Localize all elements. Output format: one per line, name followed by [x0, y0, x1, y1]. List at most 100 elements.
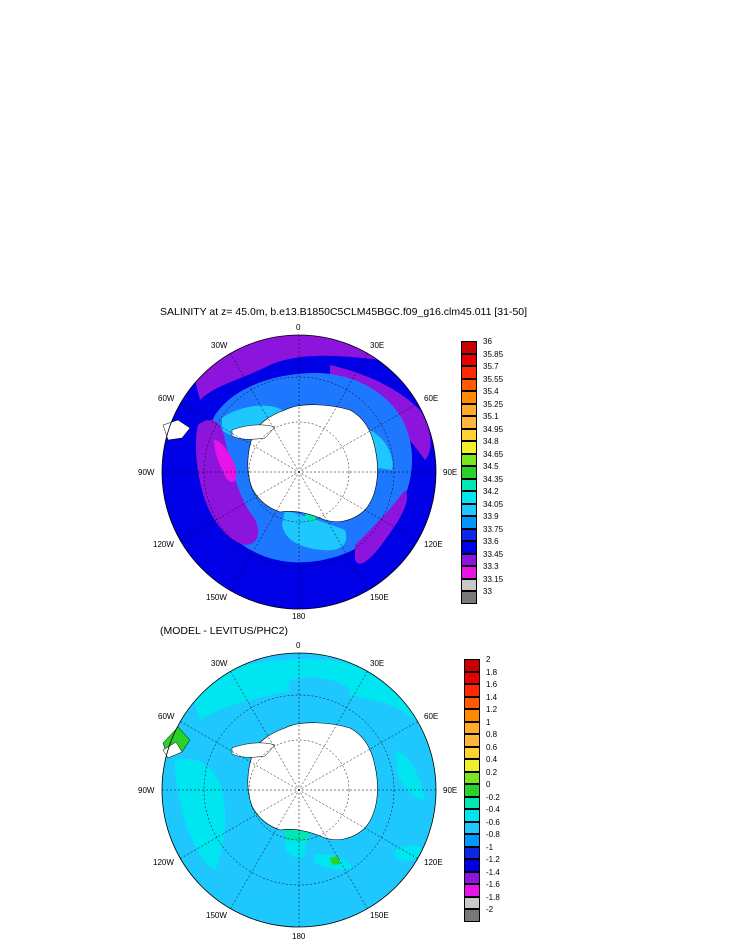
lon-label-30e: 30E [370, 341, 384, 350]
salinity-colorbar-label: 33.15 [483, 574, 504, 584]
difference-colorbar-label: -1.6 [486, 880, 500, 889]
lon-label-60w: 60W [158, 394, 175, 403]
difference-colorbar-swatch [464, 821, 480, 834]
lon-label-150w: 150W [206, 593, 227, 602]
salinity-colorbar-label: 33.75 [483, 524, 504, 534]
difference-colorbar-swatch [464, 871, 480, 884]
difference-colorbar-swatch [464, 734, 480, 747]
difference-colorbar-swatch [464, 846, 480, 859]
salinity-colorbar-swatch [461, 341, 477, 354]
difference-colorbar-label: -1 [486, 842, 494, 852]
difference-colorbar-label: -0.2 [486, 792, 500, 802]
salinity-colorbar-label: 33.9 [483, 512, 499, 521]
lon2-label-0: 0 [296, 641, 301, 650]
salinity-colorbar-label: 33 [483, 587, 492, 596]
difference-colorbar-swatch [464, 784, 480, 797]
difference-colorbar-swatch [464, 759, 480, 772]
difference-colorbar-swatch [464, 796, 480, 809]
salinity-colorbar-swatch [461, 428, 477, 441]
lon2-label-150w: 150W [206, 911, 227, 920]
difference-colorbar-swatch [464, 834, 480, 847]
lon2-label-60e: 60E [424, 712, 438, 721]
difference-colorbar-label: 1.6 [486, 680, 498, 689]
difference-colorbar-swatch [464, 909, 480, 922]
difference-colorbar-swatch [464, 671, 480, 684]
difference-colorbar-swatch [464, 709, 480, 722]
lon-label-30w: 30W [211, 341, 228, 350]
difference-colorbar-label: -0.6 [486, 817, 500, 827]
salinity-colorbar-label: 35.7 [483, 362, 499, 371]
difference-colorbar-label: 0 [486, 780, 491, 789]
graticule [162, 335, 436, 609]
lon-label-180: 180 [292, 612, 306, 621]
difference-colorbar-swatch [464, 746, 480, 759]
difference-colorbar-label: 0.4 [486, 755, 498, 764]
lon2-label-90w: 90W [138, 786, 155, 795]
salinity-colorbar-swatch [461, 453, 477, 466]
salinity-colorbar-swatch [461, 553, 477, 566]
salinity-colorbar-label: 34.2 [483, 487, 499, 496]
lon2-label-150e: 150E [370, 911, 389, 920]
salinity-colorbar-swatch [461, 416, 477, 429]
salinity-colorbar-label: 34.35 [483, 474, 504, 484]
salinity-colorbar-swatch [461, 491, 477, 504]
difference-colorbar-label: 0.2 [486, 767, 498, 777]
difference-colorbar-label: 1.8 [486, 667, 498, 677]
salinity-colorbar-swatch [461, 366, 477, 379]
difference-colorbar-swatch [464, 809, 480, 822]
salinity-colorbar-label: 35.1 [483, 412, 499, 421]
graticule-2 [162, 653, 436, 927]
salinity-colorbar-label: 34.5 [483, 462, 499, 471]
lon-label-90w: 90W [138, 468, 155, 477]
difference-colorbar-label: -2 [486, 905, 494, 914]
salinity-colorbar-label: 33.6 [483, 537, 499, 546]
difference-colorbar-label: 0.8 [486, 730, 498, 739]
salinity-colorbar-swatch [461, 478, 477, 491]
salinity-colorbar-swatch [461, 403, 477, 416]
lon-label-90e: 90E [443, 468, 457, 477]
salinity-colorbar-label: 35.55 [483, 374, 504, 384]
salinity-colorbar-label: 34.8 [483, 437, 499, 446]
salinity-colorbar-label: 33.3 [483, 562, 499, 571]
difference-colorbar-label: -1.4 [486, 867, 500, 877]
difference-colorbar-label: 1.2 [486, 705, 498, 714]
salinity-colorbar-swatch [461, 591, 477, 604]
salinity-colorbar-label: 35.4 [483, 387, 499, 396]
lon-label-0: 0 [296, 323, 301, 332]
salinity-colorbar-label: 33.45 [483, 549, 504, 559]
lon2-label-120e: 120E [424, 858, 443, 867]
difference-colorbar-label: -0.8 [486, 830, 500, 839]
salinity-colorbar-swatch [461, 528, 477, 541]
difference-colorbar-label: 0.6 [486, 742, 498, 752]
lon-label-120e: 120E [424, 540, 443, 549]
salinity-colorbar-swatch [461, 578, 477, 591]
lon2-label-60w: 60W [158, 712, 175, 721]
difference-colorbar-label: 1.4 [486, 692, 498, 702]
difference-colorbar-swatch [464, 684, 480, 697]
panel1-title: SALINITY at z= 45.0m, b.e13.B1850C5CLM45… [160, 306, 528, 318]
lon-label-120w: 120W [153, 540, 174, 549]
difference-colorbar-label: -1.8 [486, 892, 500, 902]
salinity-colorbar-swatch [461, 566, 477, 579]
difference-colorbar-label: 1 [486, 717, 491, 727]
difference-colorbar-swatch [464, 771, 480, 784]
salinity-colorbar-swatch [461, 441, 477, 454]
lon2-label-120w: 120W [153, 858, 174, 867]
lon2-label-180: 180 [292, 932, 306, 941]
lon2-label-30w: 30W [211, 659, 228, 668]
lon-label-150e: 150E [370, 593, 389, 602]
difference-colorbar-swatch [464, 721, 480, 734]
difference-colorbar-swatch [464, 896, 480, 909]
salinity-colorbar-swatch [461, 391, 477, 404]
salinity-colorbar-label: 34.05 [483, 499, 504, 509]
panel2-title: (MODEL - LEVITUS/PHC2) [160, 625, 288, 637]
difference-colorbar-label: -0.4 [486, 805, 500, 814]
difference-colorbar-swatch [464, 696, 480, 709]
salinity-colorbar-swatch [461, 466, 477, 479]
lon2-label-30e: 30E [370, 659, 384, 668]
salinity-colorbar-swatch [461, 516, 477, 529]
difference-colorbar-swatch [464, 884, 480, 897]
lon-label-60e: 60E [424, 394, 438, 403]
salinity-colorbar-swatch [461, 503, 477, 516]
